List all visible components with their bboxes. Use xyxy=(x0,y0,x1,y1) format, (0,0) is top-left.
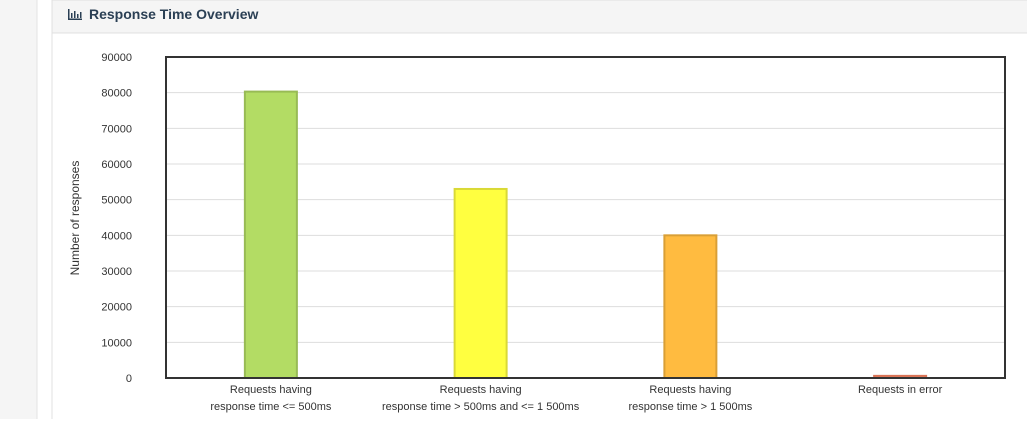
x-tick-label: response time > 1 500ms xyxy=(628,401,752,413)
y-tick-label: 10000 xyxy=(101,337,132,349)
x-tick-label: Requests having xyxy=(440,384,522,396)
x-tick-label: response time > 500ms and <= 1 500ms xyxy=(382,401,580,413)
chart-title: Response Time Overview xyxy=(89,6,258,22)
y-tick-label: 70000 xyxy=(101,123,132,135)
x-tick-label: response time <= 500ms xyxy=(210,401,332,413)
plot-frame xyxy=(165,56,1006,379)
bar xyxy=(243,90,298,379)
y-tick-label: 40000 xyxy=(101,230,132,242)
bar xyxy=(453,187,508,379)
sidebar xyxy=(0,0,37,419)
y-tick-label: 90000 xyxy=(101,52,132,64)
chart-icon xyxy=(68,9,82,20)
y-axis-label: Number of responses xyxy=(68,161,82,276)
y-tick-label: 50000 xyxy=(101,195,132,207)
panel-header xyxy=(51,0,1027,34)
x-tick-label: Requests having xyxy=(649,384,731,396)
y-tick-label: 0 xyxy=(126,373,132,385)
x-tick-label: Requests having xyxy=(230,384,312,396)
y-tick-label: 30000 xyxy=(101,266,132,278)
y-tick-label: 80000 xyxy=(101,88,132,100)
y-tick-label: 20000 xyxy=(101,302,132,314)
x-tick-label: Requests in error xyxy=(858,384,943,396)
bar xyxy=(663,234,718,379)
y-tick-label: 60000 xyxy=(101,159,132,171)
